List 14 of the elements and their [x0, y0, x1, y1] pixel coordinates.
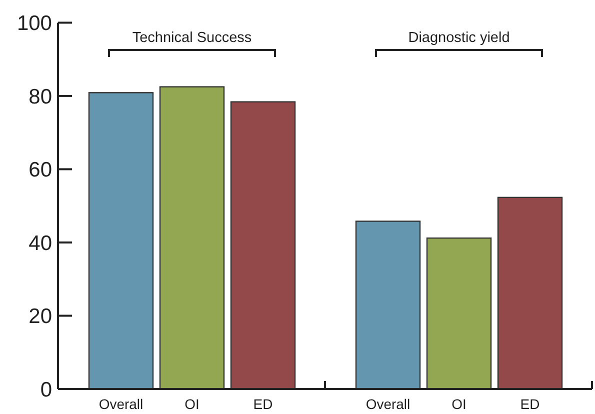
y-tick-label: 40 [28, 232, 52, 255]
y-tick-label: 60 [28, 158, 52, 182]
x-tick-label: OI [452, 396, 466, 412]
annotation: Diagnostic yield [408, 30, 510, 46]
y-tick-label: 0 [40, 378, 52, 402]
y-tick-label: 80 [28, 85, 52, 108]
x-tick-label: Overall [366, 396, 410, 412]
x-tick-label: ED [253, 396, 273, 412]
x-tick-label: OI [184, 396, 200, 412]
x-tick-label: Overall [98, 396, 144, 412]
y-tick-label: 100 [16, 12, 52, 36]
annotation: Technical Success [132, 30, 252, 46]
y-tick-label: 20 [28, 305, 52, 328]
x-tick-label: ED [520, 396, 540, 412]
